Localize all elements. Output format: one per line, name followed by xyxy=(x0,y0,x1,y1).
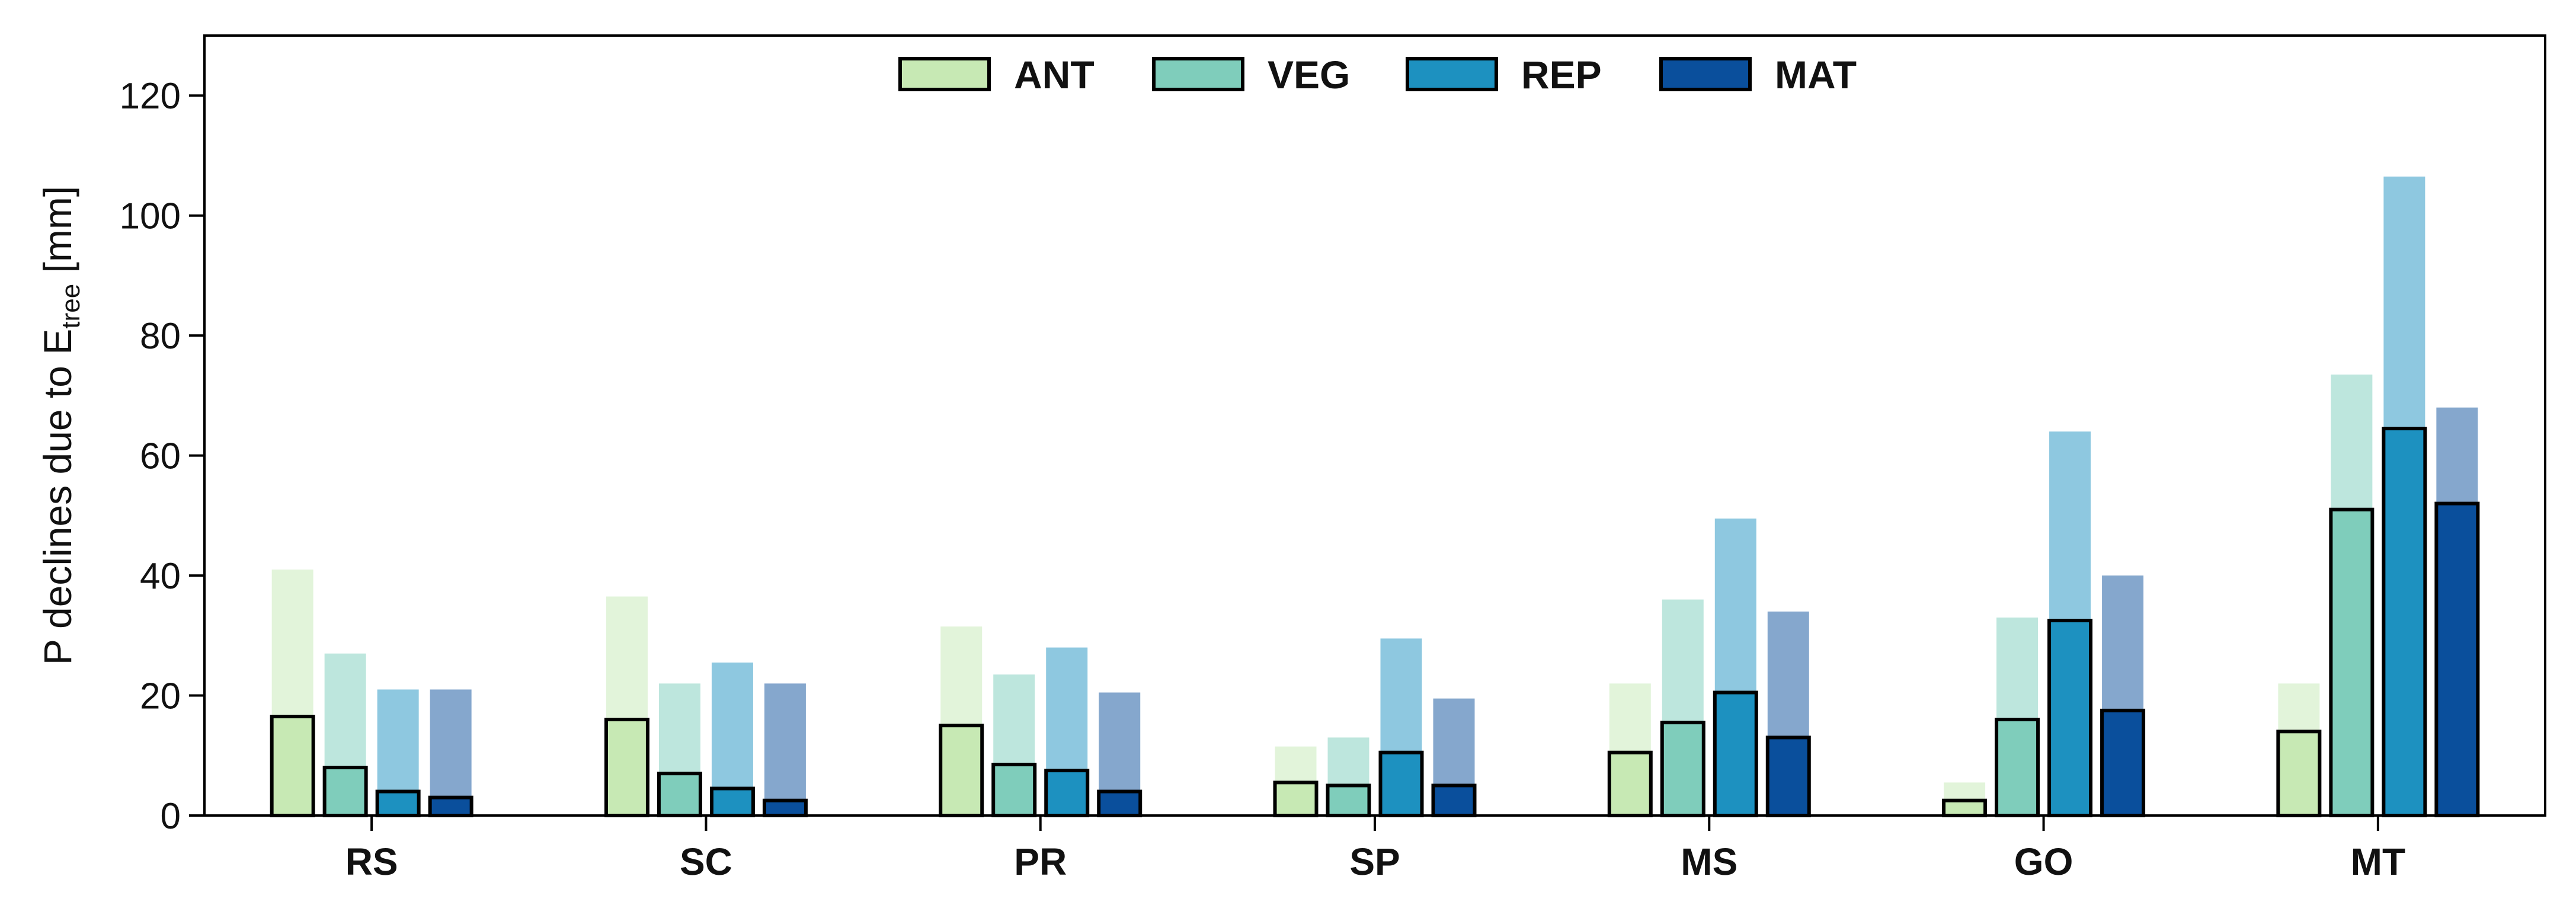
y-tick-label: 120 xyxy=(120,76,181,117)
bar-ant-sp xyxy=(1273,781,1319,818)
y-tick-label: 60 xyxy=(140,436,181,477)
x-tick-label-sp: SP xyxy=(1349,840,1400,883)
x-tick-label-rs: RS xyxy=(345,840,398,883)
bar-mat-sp xyxy=(1431,784,1477,818)
legend-label-ant: ANT xyxy=(1014,53,1095,97)
legend-item-mat: MAT xyxy=(1659,53,1857,97)
bar-upper-mat-sc xyxy=(764,683,806,816)
x-tick-label-sc: SC xyxy=(680,840,732,883)
y-tick-label: 80 xyxy=(140,316,181,357)
x-axis: RS SC PR SP MS GO MT xyxy=(345,816,2405,883)
bar-ant-rs xyxy=(270,714,315,817)
legend-label-rep: REP xyxy=(1521,53,1602,97)
x-tick-label-mt: MT xyxy=(2351,840,2405,883)
legend-swatch-ant xyxy=(898,57,991,91)
bar-mat-go xyxy=(2100,708,2146,818)
bar-veg-mt xyxy=(2329,507,2375,817)
bar-rep-pr xyxy=(1044,769,1090,817)
bar-mat-rs xyxy=(428,795,473,817)
bar-veg-sc xyxy=(657,772,702,817)
y-axis: 0 20 40 60 80 100 120 xyxy=(120,76,204,837)
y-axis-label: P declines due to Etree [mm] xyxy=(36,186,85,665)
bar-rep-go xyxy=(2047,619,2093,817)
legend-swatch-rep xyxy=(1406,57,1498,91)
bar-veg-sp xyxy=(1326,784,1371,818)
bar-mat-pr xyxy=(1097,789,1143,817)
y-tick-label: 20 xyxy=(140,676,181,717)
bar-ant-sc xyxy=(604,718,649,817)
bars-layer xyxy=(270,176,2480,818)
legend: ANT VEG REP MAT xyxy=(898,53,1857,97)
x-tick-label-ms: MS xyxy=(1681,840,1737,883)
bar-veg-go xyxy=(1995,718,2040,817)
legend-label-mat: MAT xyxy=(1775,53,1857,97)
bar-rep-sp xyxy=(1378,750,1424,817)
bar-rep-sc xyxy=(709,786,755,818)
legend-swatch-mat xyxy=(1659,57,1752,91)
bar-upper-mat-rs xyxy=(430,689,472,816)
y-tick-label: 100 xyxy=(120,196,181,237)
y-axis-label-unit: [mm] xyxy=(36,186,79,284)
plot-frame xyxy=(203,34,2546,817)
bar-mat-mt xyxy=(2434,501,2480,817)
y-tick-label: 0 xyxy=(161,796,181,837)
bar-veg-ms xyxy=(1660,721,1705,817)
x-tick-label-pr: PR xyxy=(1014,840,1067,883)
bar-rep-mt xyxy=(2382,427,2427,817)
legend-item-veg: VEG xyxy=(1152,53,1350,97)
y-axis-label-main: P declines due to E xyxy=(36,329,79,666)
bar-mat-sc xyxy=(762,798,808,817)
y-axis-label-subscript: tree xyxy=(56,284,85,329)
y-tick-label: 40 xyxy=(140,556,181,597)
bar-veg-pr xyxy=(991,762,1037,818)
bar-ant-mt xyxy=(2276,730,2322,818)
bar-ant-pr xyxy=(939,724,984,817)
x-tick-label-go: GO xyxy=(2014,840,2073,883)
legend-label-veg: VEG xyxy=(1268,53,1350,97)
legend-item-ant: ANT xyxy=(898,53,1095,97)
bar-rep-ms xyxy=(1713,690,1758,817)
bar-ant-go xyxy=(1942,798,1988,817)
bar-rep-rs xyxy=(375,789,421,817)
legend-swatch-veg xyxy=(1152,57,1244,91)
bar-ant-ms xyxy=(1607,750,1653,817)
legend-item-rep: REP xyxy=(1406,53,1602,97)
bar-mat-ms xyxy=(1765,735,1811,818)
bar-veg-rs xyxy=(322,766,368,817)
